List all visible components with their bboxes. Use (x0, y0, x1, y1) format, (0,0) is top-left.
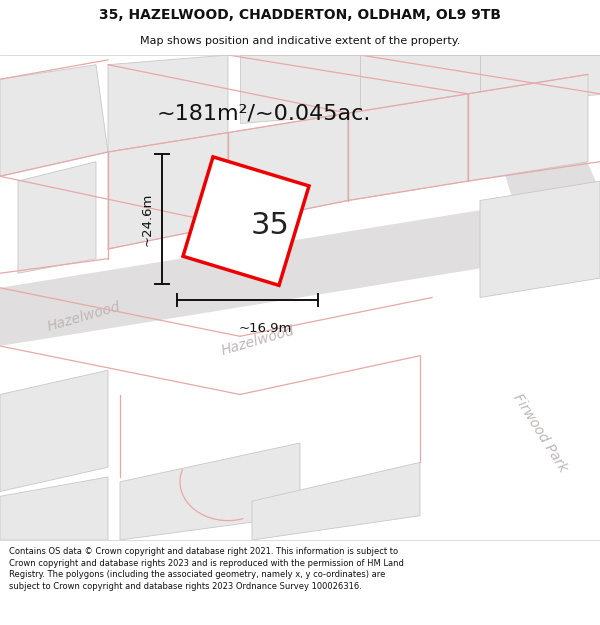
Polygon shape (0, 370, 108, 491)
Text: Firwood Park: Firwood Park (510, 391, 570, 475)
Polygon shape (240, 55, 360, 123)
Polygon shape (468, 55, 600, 249)
Text: Contains OS data © Crown copyright and database right 2021. This information is : Contains OS data © Crown copyright and d… (9, 547, 404, 591)
Polygon shape (120, 443, 300, 540)
Text: Hazelwood: Hazelwood (220, 324, 296, 358)
Polygon shape (480, 181, 600, 298)
Text: 35, HAZELWOOD, CHADDERTON, OLDHAM, OL9 9TB: 35, HAZELWOOD, CHADDERTON, OLDHAM, OL9 9… (99, 8, 501, 22)
Polygon shape (348, 94, 468, 201)
Text: ~16.9m: ~16.9m (239, 322, 292, 335)
Polygon shape (468, 74, 588, 181)
Polygon shape (0, 65, 108, 176)
Text: Hazelwood: Hazelwood (46, 300, 122, 334)
Polygon shape (0, 477, 108, 540)
Polygon shape (480, 55, 600, 104)
Text: ~24.6m: ~24.6m (140, 192, 154, 246)
Polygon shape (183, 157, 309, 286)
Polygon shape (18, 162, 96, 273)
Text: Map shows position and indicative extent of the property.: Map shows position and indicative extent… (140, 36, 460, 46)
Polygon shape (0, 191, 600, 346)
Text: ~181m²/~0.045ac.: ~181m²/~0.045ac. (157, 103, 371, 123)
Polygon shape (108, 132, 228, 249)
Text: 35: 35 (251, 211, 289, 241)
Polygon shape (252, 462, 420, 540)
Polygon shape (360, 55, 480, 113)
Polygon shape (108, 55, 228, 152)
Polygon shape (228, 113, 348, 225)
